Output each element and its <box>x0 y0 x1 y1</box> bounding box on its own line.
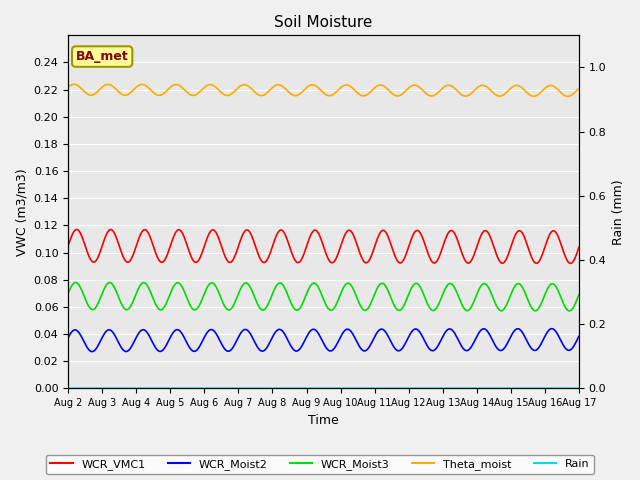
WCR_Moist2 <box>470 340 477 346</box>
Theta_moist <box>64 84 72 90</box>
WCR_Moist3 <box>403 296 411 302</box>
WCR_Moist2 <box>575 333 583 339</box>
WCR_Moist2 <box>166 336 173 341</box>
Rain <box>403 385 410 391</box>
WCR_Moist3 <box>515 281 522 287</box>
WCR_VMC1 <box>403 250 411 255</box>
WCR_Moist3 <box>64 290 72 296</box>
WCR_Moist2 <box>179 331 186 336</box>
Theta_moist <box>575 85 583 91</box>
Text: BA_met: BA_met <box>76 50 129 63</box>
WCR_Moist3 <box>236 289 243 295</box>
Line: WCR_Moist2: WCR_Moist2 <box>68 329 579 351</box>
Rain <box>469 385 477 391</box>
WCR_VMC1 <box>470 253 477 259</box>
WCR_VMC1 <box>236 241 243 247</box>
WCR_Moist3 <box>166 292 173 298</box>
Y-axis label: VWC (m3/m3): VWC (m3/m3) <box>15 168 28 256</box>
WCR_Moist2 <box>88 348 96 354</box>
Legend: WCR_VMC1, WCR_Moist2, WCR_Moist3, Theta_moist, Rain: WCR_VMC1, WCR_Moist2, WCR_Moist3, Theta_… <box>46 455 594 474</box>
WCR_VMC1 <box>166 245 173 251</box>
Theta_moist <box>403 87 411 93</box>
Rain <box>235 385 243 391</box>
Rain <box>515 385 522 391</box>
Rain <box>64 385 72 391</box>
Rain <box>166 385 173 391</box>
WCR_Moist3 <box>470 300 477 305</box>
Theta_moist <box>470 88 477 94</box>
WCR_VMC1 <box>179 230 186 236</box>
Rain <box>575 385 583 391</box>
Title: Soil Moisture: Soil Moisture <box>275 15 372 30</box>
Line: Theta_moist: Theta_moist <box>68 84 579 96</box>
WCR_VMC1 <box>566 261 574 266</box>
WCR_Moist3 <box>575 292 583 298</box>
WCR_VMC1 <box>64 243 72 249</box>
WCR_VMC1 <box>73 227 81 232</box>
Theta_moist <box>236 84 243 90</box>
WCR_Moist2 <box>515 326 522 332</box>
Line: WCR_Moist3: WCR_Moist3 <box>68 282 579 311</box>
Theta_moist <box>515 83 522 89</box>
WCR_Moist2 <box>236 333 243 338</box>
WCR_Moist2 <box>64 335 72 340</box>
Line: WCR_VMC1: WCR_VMC1 <box>68 229 579 264</box>
Theta_moist <box>564 94 572 99</box>
Theta_moist <box>70 81 77 87</box>
WCR_Moist3 <box>566 308 573 314</box>
Y-axis label: Rain (mm): Rain (mm) <box>612 179 625 245</box>
X-axis label: Time: Time <box>308 414 339 427</box>
WCR_Moist2 <box>548 326 556 332</box>
WCR_VMC1 <box>575 244 583 250</box>
WCR_Moist3 <box>179 284 186 290</box>
WCR_VMC1 <box>515 228 522 234</box>
Theta_moist <box>179 84 186 90</box>
WCR_Moist3 <box>72 279 79 285</box>
WCR_Moist2 <box>403 337 411 343</box>
Theta_moist <box>166 85 173 91</box>
Rain <box>178 385 186 391</box>
